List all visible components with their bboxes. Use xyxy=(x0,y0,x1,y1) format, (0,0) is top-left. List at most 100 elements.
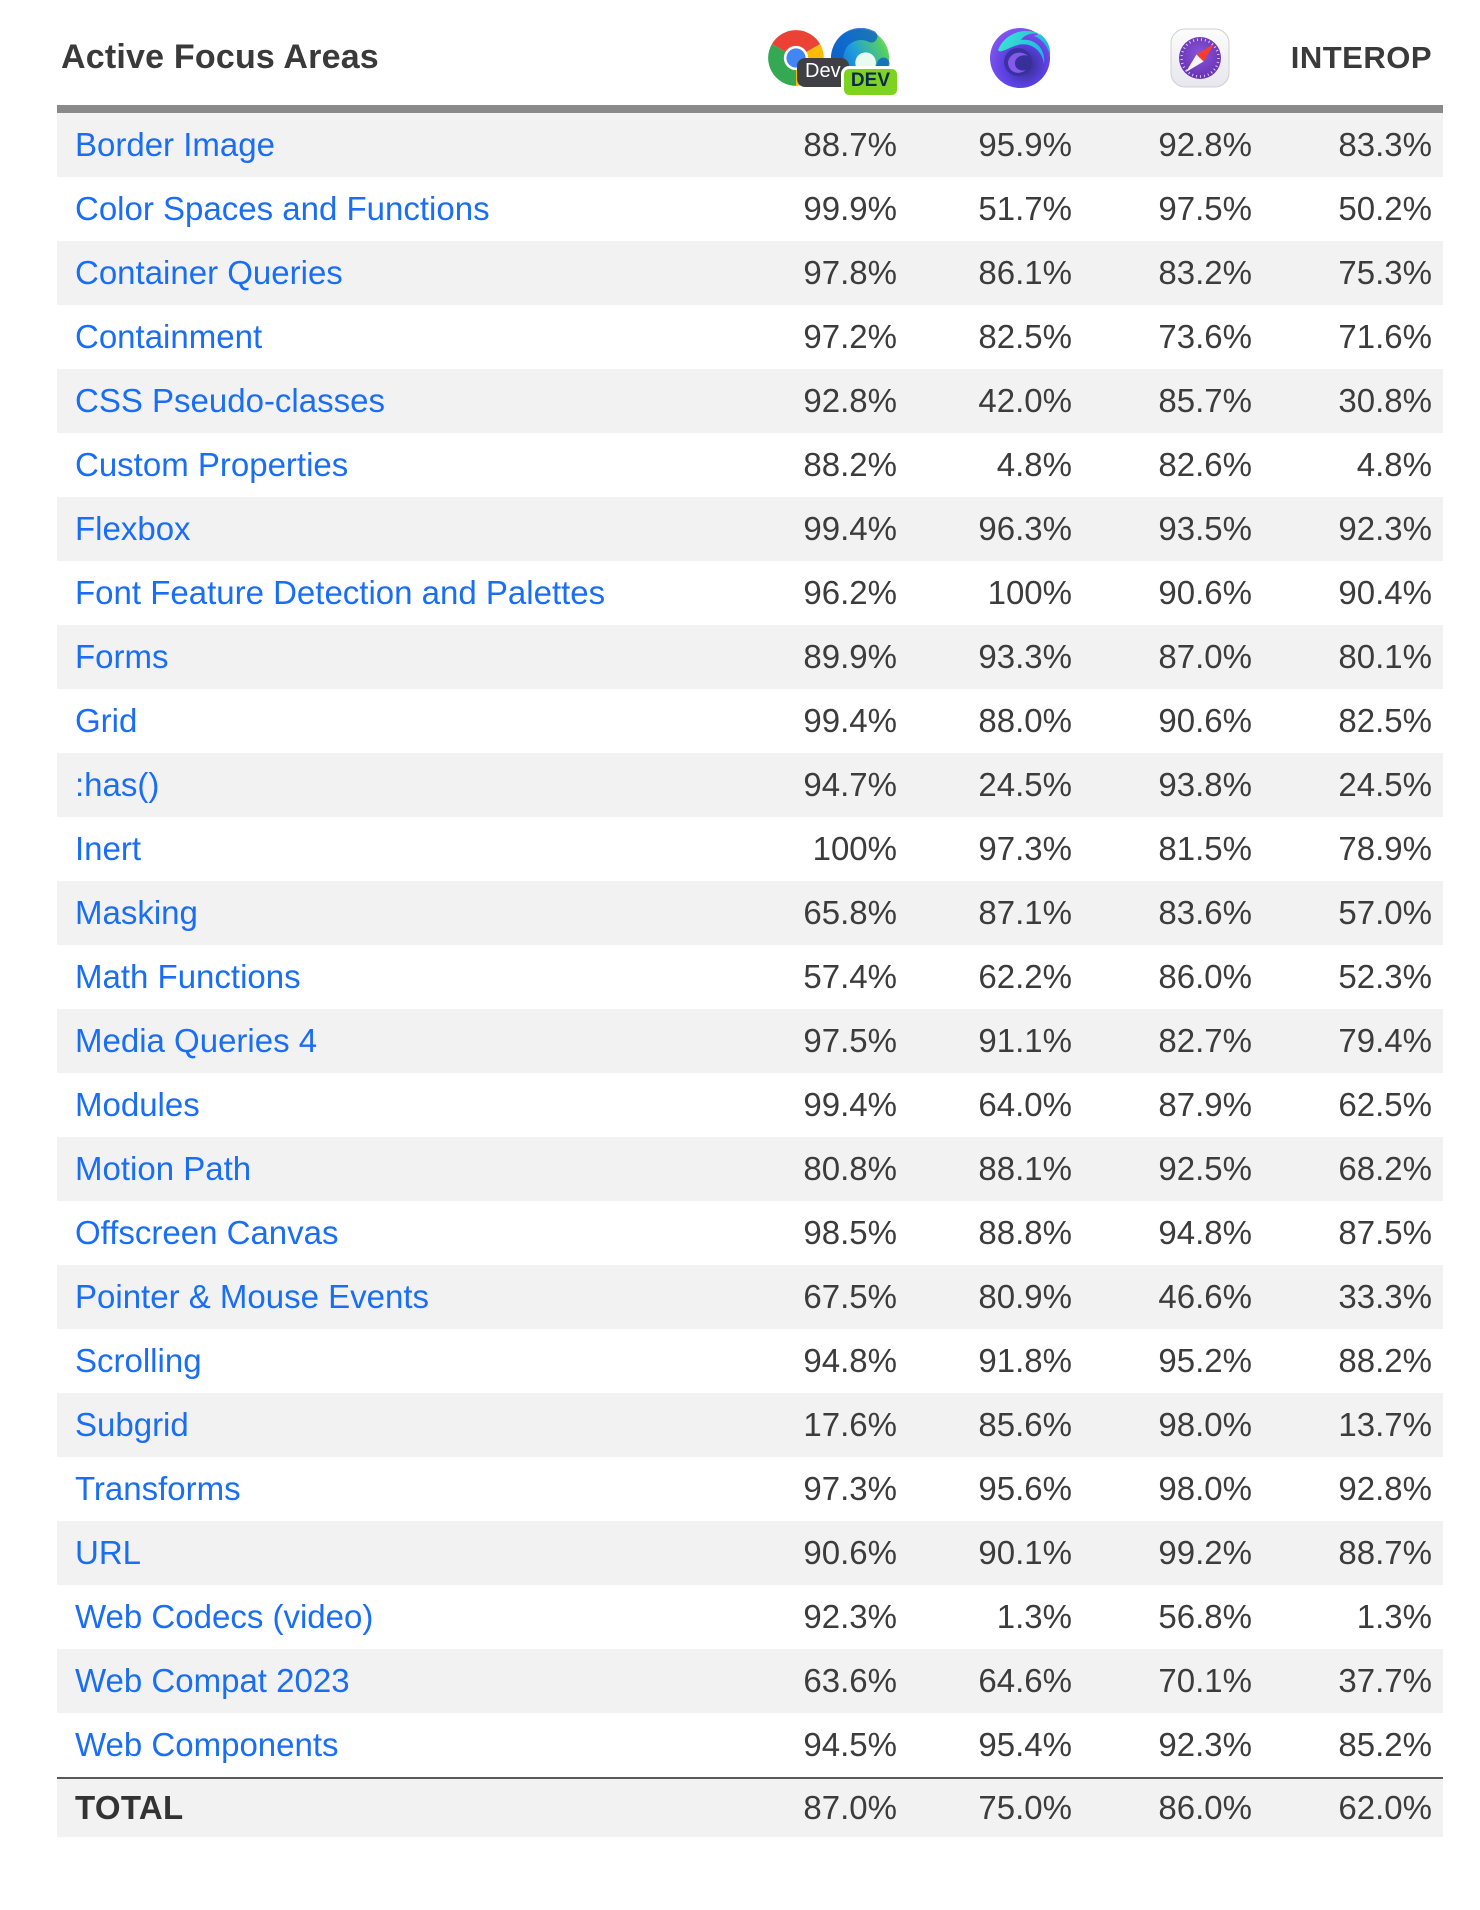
score-interop: 79.4% xyxy=(1338,1022,1432,1059)
score-chrome-edge: 97.5% xyxy=(803,1022,897,1059)
score-interop: 37.7% xyxy=(1338,1662,1432,1699)
focus-area-link[interactable]: Custom Properties xyxy=(75,446,349,483)
focus-area-link[interactable]: Forms xyxy=(75,638,169,675)
focus-area-link[interactable]: Transforms xyxy=(75,1470,241,1507)
score-chrome-edge: 97.3% xyxy=(803,1470,897,1507)
score-safari: 94.8% xyxy=(1158,1214,1252,1251)
score-chrome-edge: 80.8% xyxy=(803,1150,897,1187)
chrome-dev-badge: Dev xyxy=(797,57,849,87)
focus-area-cell: Subgrid xyxy=(57,1406,722,1444)
focus-area-link[interactable]: Pointer & Mouse Events xyxy=(75,1278,430,1315)
score-chrome-edge: 99.4% xyxy=(803,510,897,547)
focus-area-cell: Grid xyxy=(57,702,722,740)
score-safari: 83.6% xyxy=(1158,894,1252,931)
focus-area-link[interactable]: Scrolling xyxy=(75,1342,202,1379)
focus-area-link[interactable]: Motion Path xyxy=(75,1150,252,1187)
score-chrome-edge: 57.4% xyxy=(803,958,897,995)
score-firefox: 93.3% xyxy=(978,638,1072,675)
focus-area-link[interactable]: Web Compat 2023 xyxy=(75,1662,350,1699)
focus-area-cell: Border Image xyxy=(57,126,722,164)
table-header-row: Active Focus Areas Dev xyxy=(57,0,1443,105)
focus-area-cell: Container Queries xyxy=(57,254,722,292)
score-safari: 90.6% xyxy=(1158,574,1252,611)
score-chrome-edge: 67.5% xyxy=(803,1278,897,1315)
score-firefox: 87.1% xyxy=(978,894,1072,931)
score-firefox: 86.1% xyxy=(978,254,1072,291)
focus-area-link[interactable]: Subgrid xyxy=(75,1406,189,1443)
focus-area-link[interactable]: Font Feature Detection and Palettes xyxy=(75,574,606,611)
focus-area-link[interactable]: Grid xyxy=(75,702,138,739)
score-safari: 86.0% xyxy=(1158,958,1252,995)
score-firefox: 64.6% xyxy=(978,1662,1072,1699)
focus-area-link[interactable]: Masking xyxy=(75,894,198,931)
focus-area-cell: Web Compat 2023 xyxy=(57,1662,722,1700)
focus-area-link[interactable]: URL xyxy=(75,1534,142,1571)
focus-area-link[interactable]: :has() xyxy=(75,766,160,803)
table-row: Color Spaces and Functions 99.9% 51.7% 9… xyxy=(57,177,1443,241)
focus-area-link[interactable]: Math Functions xyxy=(75,958,301,995)
table-row: Forms 89.9% 93.3% 87.0% 80.1% xyxy=(57,625,1443,689)
focus-area-link[interactable]: Inert xyxy=(75,830,142,867)
column-header-safari[interactable] xyxy=(1072,28,1252,88)
score-interop: 90.4% xyxy=(1338,574,1432,611)
column-header-interop[interactable]: INTEROP xyxy=(1290,39,1432,75)
firefox-nightly-icon[interactable] xyxy=(988,26,1052,90)
score-firefox: 88.1% xyxy=(978,1150,1072,1187)
score-chrome-edge: 99.4% xyxy=(803,702,897,739)
score-chrome-edge: 94.8% xyxy=(803,1342,897,1379)
score-chrome-edge: 65.8% xyxy=(803,894,897,931)
table-row: Web Codecs (video) 92.3% 1.3% 56.8% 1.3% xyxy=(57,1585,1443,1649)
score-firefox: 96.3% xyxy=(978,510,1072,547)
focus-area-cell: Web Components xyxy=(57,1726,722,1764)
score-firefox: 91.1% xyxy=(978,1022,1072,1059)
focus-area-link[interactable]: CSS Pseudo-classes xyxy=(75,382,385,419)
column-header-chrome-edge[interactable]: Dev DEV xyxy=(722,27,900,98)
score-firefox: 95.9% xyxy=(978,126,1072,163)
focus-area-link[interactable]: Color Spaces and Functions xyxy=(75,190,490,227)
score-interop: 68.2% xyxy=(1338,1150,1432,1187)
score-interop: 13.7% xyxy=(1338,1406,1432,1443)
score-firefox: 24.5% xyxy=(978,766,1072,803)
focus-area-link[interactable]: Web Components xyxy=(75,1726,339,1763)
focus-area-link[interactable]: Media Queries 4 xyxy=(75,1022,318,1059)
focus-area-cell: Inert xyxy=(57,830,722,868)
table-row: Web Compat 2023 63.6% 64.6% 70.1% 37.7% xyxy=(57,1649,1443,1713)
score-interop: 33.3% xyxy=(1338,1278,1432,1315)
safari-technology-preview-icon[interactable] xyxy=(1170,28,1230,88)
table-row: :has() 94.7% 24.5% 93.8% 24.5% xyxy=(57,753,1443,817)
focus-area-link[interactable]: Web Codecs (video) xyxy=(75,1598,374,1635)
score-interop: 85.2% xyxy=(1338,1726,1432,1763)
score-safari: 93.5% xyxy=(1158,510,1252,547)
focus-area-link[interactable]: Border Image xyxy=(75,126,275,163)
focus-area-cell: Motion Path xyxy=(57,1150,722,1188)
focus-area-link[interactable]: Container Queries xyxy=(75,254,343,291)
score-interop: 30.8% xyxy=(1338,382,1432,419)
score-safari: 56.8% xyxy=(1158,1598,1252,1635)
score-safari: 81.5% xyxy=(1158,830,1252,867)
focus-area-cell: Pointer & Mouse Events xyxy=(57,1278,722,1316)
score-firefox: 42.0% xyxy=(978,382,1072,419)
focus-area-cell: URL xyxy=(57,1534,722,1572)
table-row: CSS Pseudo-classes 92.8% 42.0% 85.7% 30.… xyxy=(57,369,1443,433)
table-row: Pointer & Mouse Events 67.5% 80.9% 46.6%… xyxy=(57,1265,1443,1329)
score-interop: 4.8% xyxy=(1356,446,1432,483)
table-row: Offscreen Canvas 98.5% 88.8% 94.8% 87.5% xyxy=(57,1201,1443,1265)
focus-area-cell: Flexbox xyxy=(57,510,722,548)
table-row: Grid 99.4% 88.0% 90.6% 82.5% xyxy=(57,689,1443,753)
focus-area-link[interactable]: Flexbox xyxy=(75,510,191,547)
score-chrome-edge: 17.6% xyxy=(803,1406,897,1443)
score-firefox: 82.5% xyxy=(978,318,1072,355)
score-safari: 93.8% xyxy=(1158,766,1252,803)
score-safari: 97.5% xyxy=(1158,190,1252,227)
score-firefox: 51.7% xyxy=(978,190,1072,227)
focus-area-link[interactable]: Containment xyxy=(75,318,263,355)
focus-area-link[interactable]: Offscreen Canvas xyxy=(75,1214,339,1251)
score-safari: 83.2% xyxy=(1158,254,1252,291)
score-safari: 82.7% xyxy=(1158,1022,1252,1059)
score-safari: 90.6% xyxy=(1158,702,1252,739)
column-header-firefox[interactable] xyxy=(897,26,1072,90)
focus-area-cell: Web Codecs (video) xyxy=(57,1598,722,1636)
chrome-edge-icon-pair: Dev DEV xyxy=(767,27,900,98)
focus-area-link[interactable]: Modules xyxy=(75,1086,200,1123)
table-row: Custom Properties 88.2% 4.8% 82.6% 4.8% xyxy=(57,433,1443,497)
